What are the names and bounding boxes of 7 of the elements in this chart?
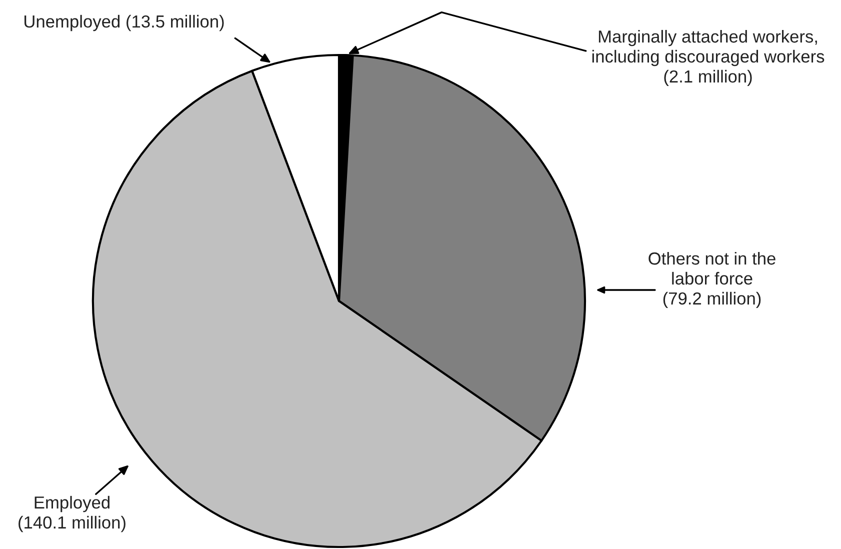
slice-label: Marginally attached workers, including discouraged workers — [592, 30, 824, 66]
data-label: (79.2 million) — [663, 292, 761, 308]
slice-label: Employed — [34, 496, 110, 512]
data-label: (2.1 million) — [664, 70, 752, 86]
slice-label: Others not in the labor force — [648, 252, 776, 285]
data-label: (140.1 million) — [18, 516, 126, 532]
slice-label: Unemployed (13.5 million) — [24, 14, 224, 32]
